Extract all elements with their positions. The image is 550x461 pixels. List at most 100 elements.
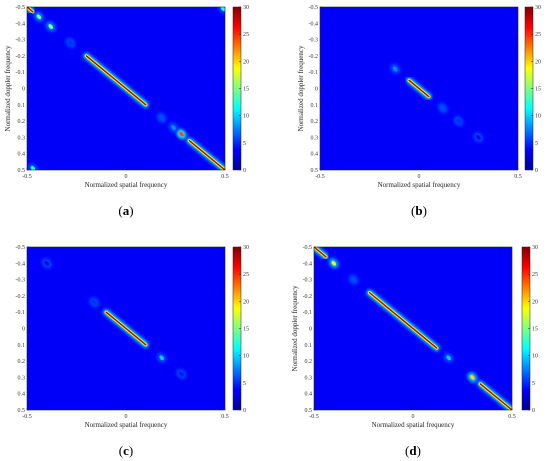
y-tick-label: 0.4 <box>305 392 313 398</box>
panel-caption: (d) <box>405 443 421 458</box>
x-axis-label: Normalized spatial frequency <box>378 181 461 189</box>
ridge-core <box>368 291 438 349</box>
y-tick-label: 0.5 <box>18 168 26 174</box>
colorbar-tick-label: 20 <box>532 299 538 305</box>
colorbar-tick-label: 5 <box>243 381 246 387</box>
panel-a: -0.5-0.4-0.3-0.2-0.100.10.20.30.40.5-0.5… <box>4 5 249 218</box>
x-tick-label: 0 <box>412 414 415 420</box>
heatmap-spot-core <box>30 165 36 170</box>
x-tick-label: -0.5 <box>315 174 325 180</box>
x-tick-label: 0.5 <box>221 414 229 420</box>
y-tick-label: 0.3 <box>305 375 313 381</box>
heatmap-spot-core <box>476 134 481 140</box>
colorbar-tick-label: 0 <box>535 168 538 174</box>
heatmap-spot-core <box>92 299 97 305</box>
y-tick-label: 0.1 <box>18 343 26 349</box>
x-tick-label: -0.5 <box>22 174 32 180</box>
y-tick-label: -0.5 <box>309 5 319 11</box>
heatmap-spot-core <box>456 118 461 124</box>
y-tick-label: -0.2 <box>16 54 26 60</box>
colorbar-tick-label: 25 <box>532 272 538 278</box>
colorbar-tick-label: 20 <box>243 59 249 65</box>
heatmap-spot-core <box>48 24 54 29</box>
colorbar-tick-label: 5 <box>243 141 246 147</box>
x-axis-label: Normalized spatial frequency <box>85 181 168 189</box>
colorbar-tick-label: 15 <box>532 327 538 333</box>
colorbar-tick-label: 0 <box>243 408 246 414</box>
caption-close: ) <box>423 203 427 218</box>
panel-caption: (c) <box>119 443 133 458</box>
y-tick-label: -0.2 <box>309 54 319 60</box>
x-tick-label: 0 <box>125 414 128 420</box>
y-tick-label: -0.1 <box>16 70 26 76</box>
heatmap-spot-core <box>179 131 184 137</box>
ridge-core <box>314 247 327 258</box>
y-tick-label: -0.4 <box>16 261 26 267</box>
heatmap-spot-core <box>36 14 42 20</box>
ridge-core <box>105 311 147 346</box>
y-tick-label: 0.3 <box>18 375 26 381</box>
y-tick-label: -0.5 <box>16 245 26 251</box>
caption-open: ( <box>119 443 123 458</box>
colorbar-tick-label: 30 <box>243 5 249 11</box>
x-tick-label: -0.5 <box>22 414 32 420</box>
y-tick-label: 0.5 <box>311 168 319 174</box>
y-tick-label: 0.5 <box>305 408 313 414</box>
y-tick-label: -0.5 <box>16 5 26 11</box>
heatmap-spot-core <box>171 125 176 131</box>
y-tick-label: -0.3 <box>309 38 319 44</box>
heatmap-spot-core <box>159 355 164 361</box>
ridge-core <box>408 79 430 98</box>
heatmap-spot-core <box>159 115 164 121</box>
heatmap-spot-core <box>392 66 398 72</box>
colorbar-tick-label: 10 <box>243 114 249 120</box>
y-tick-label: 0.4 <box>18 152 26 158</box>
x-axis-label: Normalized spatial frequency <box>85 421 168 429</box>
y-tick-label: 0.2 <box>311 119 319 125</box>
ridge-core <box>27 7 34 13</box>
colorbar-tick-label: 20 <box>243 299 249 305</box>
panel-c: -0.5-0.4-0.3-0.2-0.100.10.20.30.40.5-0.5… <box>16 245 250 458</box>
y-axis-label: Normalized doppler frequency <box>291 285 299 371</box>
heatmap-spot-core <box>331 260 337 266</box>
heatmap-spot-core <box>179 371 184 377</box>
panel-d: -0.5-0.4-0.3-0.2-0.100.10.20.30.40.5-0.5… <box>291 245 538 458</box>
y-axis-label: Normalized doppler frequency <box>297 45 305 131</box>
heatmap-spot-core <box>44 260 50 266</box>
colorbar-tick-label: 15 <box>243 327 249 333</box>
y-tick-label: -0.4 <box>303 261 313 267</box>
colorbar-tick-label: 10 <box>243 354 249 360</box>
y-tick-label: 0 <box>315 87 318 93</box>
caption-close: ) <box>417 443 421 458</box>
x-tick-label: 0.5 <box>221 174 229 180</box>
caption-close: ) <box>129 203 133 218</box>
y-tick-label: -0.4 <box>16 21 26 27</box>
y-tick-label: -0.1 <box>16 310 26 316</box>
caption-letter: d <box>409 443 417 458</box>
y-tick-label: 0.1 <box>305 343 313 349</box>
caption-close: ) <box>129 443 133 458</box>
colorbar-tick-label: 25 <box>243 32 249 38</box>
heatmap-spot-core <box>440 105 446 111</box>
y-tick-label: -0.5 <box>303 245 313 251</box>
caption-letter: a <box>123 203 130 218</box>
ridge-core <box>479 383 512 410</box>
y-tick-label: -0.4 <box>309 21 319 27</box>
colorbar-tick-label: 0 <box>532 408 535 414</box>
y-axis-label: Normalized doppler frequency <box>4 45 12 131</box>
caption-open: ( <box>118 203 122 218</box>
panel-b: -0.5-0.4-0.3-0.2-0.100.10.20.30.40.5-0.5… <box>297 5 541 218</box>
x-tick-label: 0.5 <box>514 174 522 180</box>
heatmap-area <box>314 247 512 410</box>
colorbar-tick-label: 0 <box>243 168 246 174</box>
heatmap-area <box>42 258 187 380</box>
ridge-core <box>188 139 225 170</box>
colorbar-tick-label: 5 <box>535 141 538 147</box>
y-tick-label: 0.1 <box>311 103 319 109</box>
y-tick-label: 0 <box>22 327 25 333</box>
heatmap-area <box>390 63 484 143</box>
y-tick-label: 0.3 <box>18 135 26 141</box>
caption-open: ( <box>411 203 415 218</box>
heatmap-spot-core <box>470 374 475 380</box>
